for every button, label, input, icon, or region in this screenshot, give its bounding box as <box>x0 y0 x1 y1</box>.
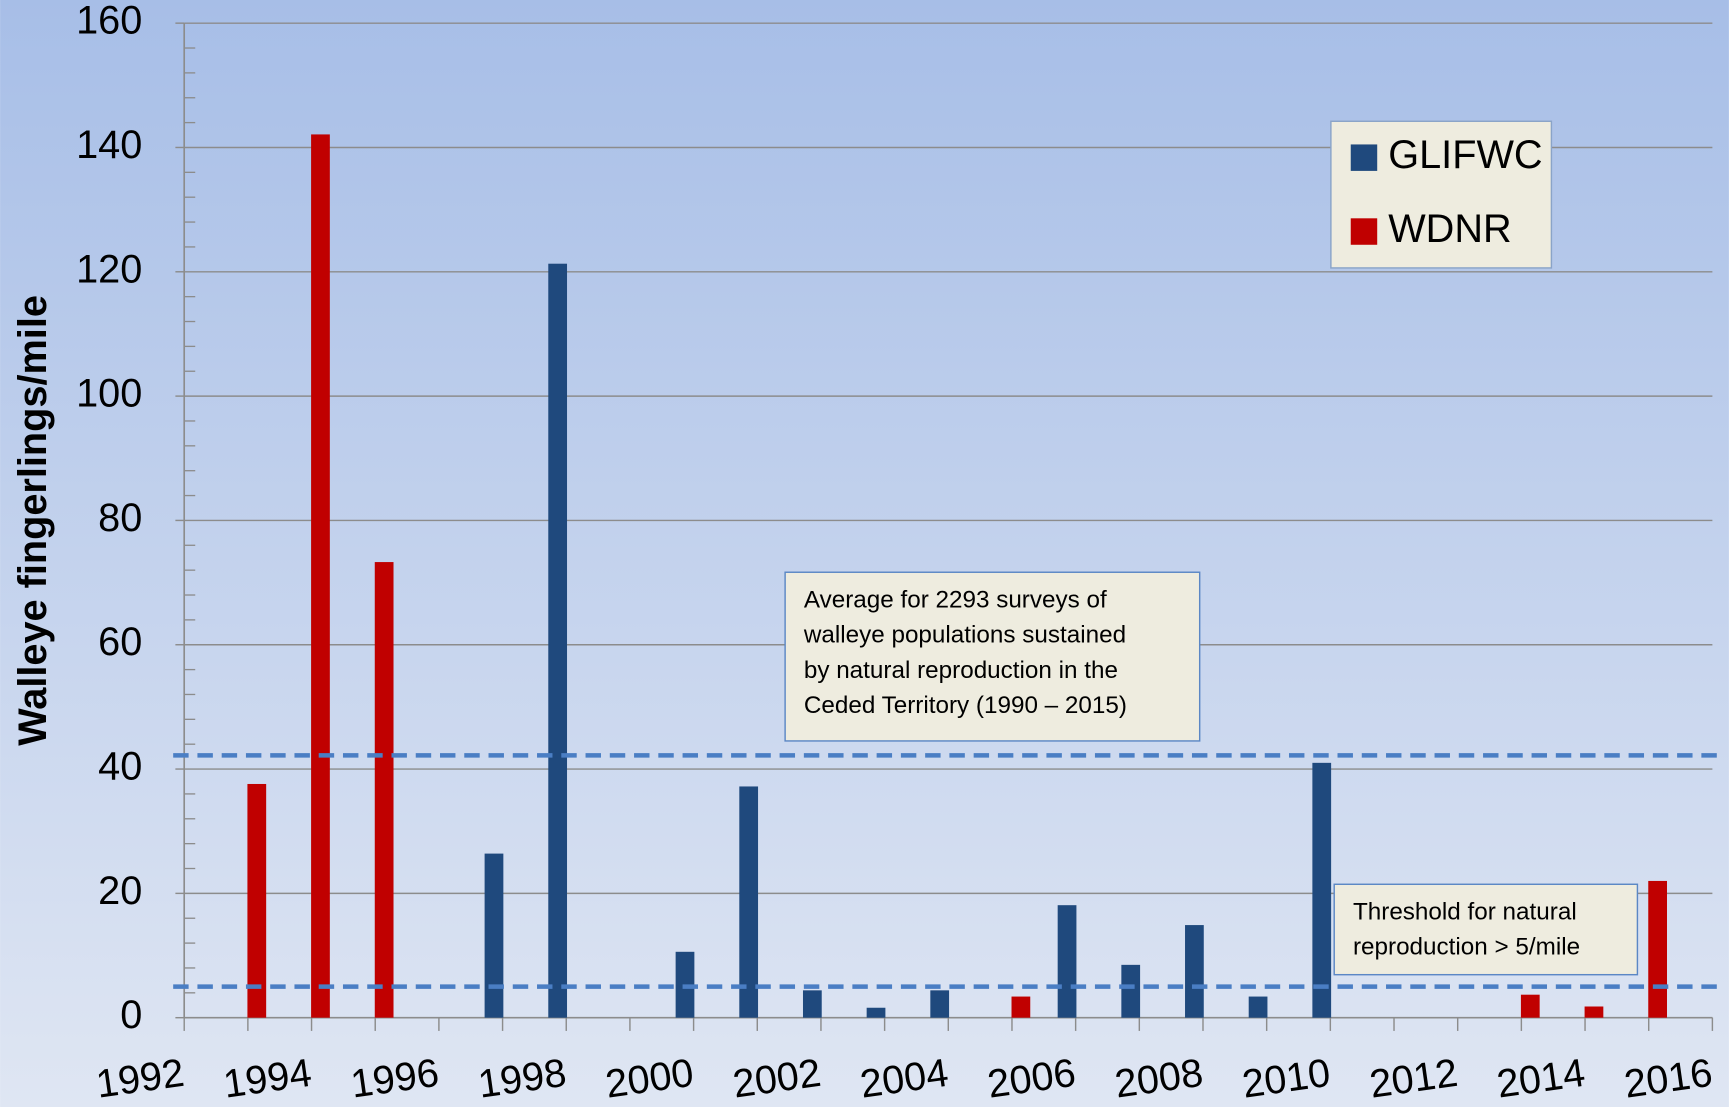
legend-swatch <box>1350 218 1378 245</box>
y-tick-label: 100 <box>76 372 142 416</box>
bar <box>1584 1006 1604 1018</box>
legend-label: GLIFWC <box>1388 133 1542 177</box>
bar <box>484 853 504 1018</box>
y-tick-label: 80 <box>98 496 142 540</box>
bar <box>1520 994 1540 1018</box>
y-tick-label: 0 <box>120 993 142 1037</box>
y-tick-label: 120 <box>76 247 142 291</box>
bar <box>739 786 759 1018</box>
bar <box>374 562 394 1018</box>
bar <box>930 990 950 1018</box>
annotation-text: Average for 2293 surveys of <box>804 586 1107 613</box>
legend-label: WDNR <box>1388 207 1511 251</box>
annotation-text: walleye populations sustained <box>803 622 1126 649</box>
y-tick-label: 40 <box>98 745 142 789</box>
legend-swatch <box>1350 144 1378 171</box>
bar <box>548 263 568 1018</box>
bar <box>1312 762 1332 1018</box>
bar <box>1185 925 1204 1018</box>
bar <box>1057 905 1077 1018</box>
bar <box>247 783 267 1018</box>
annotation-box <box>1333 883 1639 976</box>
annotation-text: Threshold for natural <box>1353 898 1577 925</box>
bar <box>311 134 330 1018</box>
annotation-text: Ceded Territory (1990 – 2015) <box>804 692 1127 719</box>
annotation-box <box>784 571 1201 742</box>
y-tick-label: 140 <box>76 123 142 167</box>
bar <box>802 990 822 1018</box>
bar <box>1648 880 1668 1018</box>
y-axis-label: Walleye fingerlings/mile <box>11 295 55 746</box>
annotation-text: by natural reproduction in the <box>804 657 1118 684</box>
bar <box>1121 964 1141 1018</box>
y-tick-label: 60 <box>98 620 142 664</box>
bar <box>866 1007 886 1018</box>
y-tick-label: 160 <box>76 0 142 43</box>
bar <box>1011 996 1031 1018</box>
y-tick-label: 20 <box>98 869 142 913</box>
bar <box>1248 996 1268 1018</box>
annotation-text: reproduction > 5/mile <box>1353 934 1580 961</box>
